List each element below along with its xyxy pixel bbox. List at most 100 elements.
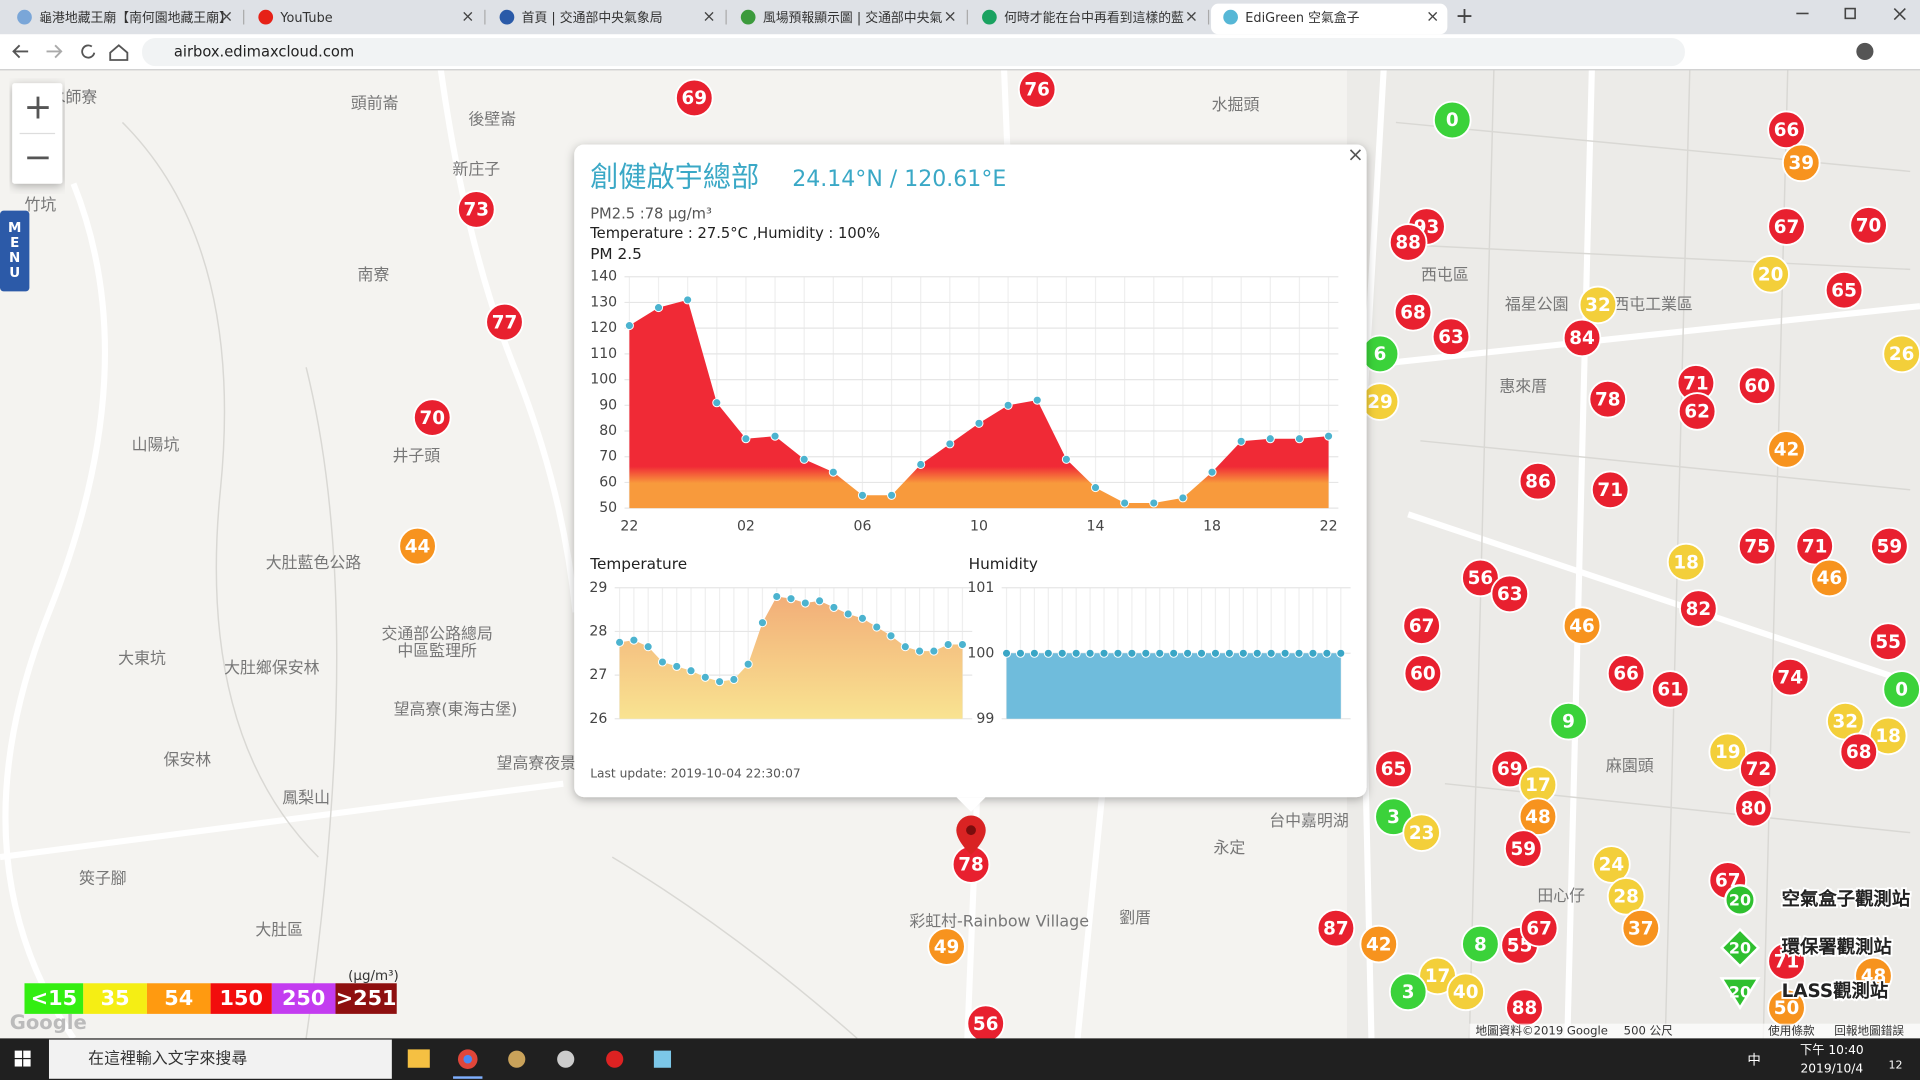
station-marker[interactable] <box>675 78 714 118</box>
station-value[interactable]: 18 <box>1673 552 1699 573</box>
station-marker[interactable] <box>1810 558 1849 598</box>
station-marker[interactable] <box>1767 110 1806 150</box>
station-marker[interactable] <box>1388 223 1428 262</box>
station-marker[interactable] <box>1503 829 1543 868</box>
station-value[interactable]: 70 <box>1856 216 1882 237</box>
station-marker[interactable] <box>1017 70 1057 109</box>
search-box[interactable] <box>48 1039 392 1079</box>
station-value[interactable]: 56 <box>973 1014 999 1035</box>
station-value[interactable]: 44 <box>405 536 431 557</box>
station-marker[interactable] <box>1781 143 1821 183</box>
station-marker[interactable] <box>1402 813 1441 852</box>
station-marker[interactable] <box>1868 716 1908 756</box>
station-marker[interactable] <box>1708 732 1748 772</box>
station-marker[interactable] <box>1316 908 1356 948</box>
station-value[interactable]: 0 <box>1895 680 1908 701</box>
station-value[interactable]: 20 <box>1758 265 1784 286</box>
station-value[interactable]: 23 <box>1409 823 1435 844</box>
station-marker[interactable] <box>1767 430 1806 469</box>
station-value[interactable]: 28 <box>1613 887 1639 908</box>
tab-close[interactable]: × <box>944 7 957 26</box>
tab-close[interactable]: × <box>1185 7 1198 26</box>
station-value[interactable]: 56 <box>1468 568 1494 589</box>
station-marker[interactable] <box>1461 558 1500 598</box>
station-marker[interactable] <box>1562 318 1602 358</box>
station-value[interactable]: 17 <box>1425 966 1451 987</box>
station-marker[interactable] <box>1431 317 1471 357</box>
station-marker[interactable] <box>1374 749 1413 789</box>
station-marker[interactable] <box>398 526 437 566</box>
station-marker[interactable] <box>1882 670 1920 709</box>
menu-tab[interactable] <box>0 210 30 292</box>
station-value[interactable]: 40 <box>1453 982 1479 1003</box>
station-marker[interactable] <box>1562 606 1602 646</box>
station-marker[interactable] <box>1606 654 1646 693</box>
tab-title[interactable]: 龜港地藏王廟【南何園地藏王廟】 <box>39 10 232 26</box>
station-marker[interactable] <box>1849 206 1888 245</box>
station-value[interactable]: 46 <box>1817 568 1843 589</box>
station-value[interactable]: 68 <box>1846 742 1872 763</box>
station-value[interactable]: 70 <box>419 408 445 429</box>
station-value[interactable]: 46 <box>1569 616 1595 637</box>
address-bar[interactable] <box>142 37 1685 67</box>
station-value[interactable]: 73 <box>464 200 490 221</box>
station-marker[interactable] <box>1592 845 1631 884</box>
station-value[interactable]: 32 <box>1585 295 1611 316</box>
station-value[interactable]: 82 <box>1686 599 1712 620</box>
station-value[interactable]: 8 <box>1474 934 1487 955</box>
station-value[interactable]: 87 <box>1323 918 1349 939</box>
station-marker[interactable] <box>1677 392 1717 431</box>
station-value[interactable]: 71 <box>1597 480 1623 501</box>
station-value[interactable]: 3 <box>1402 982 1415 1003</box>
zoom-out[interactable]: − <box>24 138 53 178</box>
station-value[interactable]: 48 <box>1861 966 1887 987</box>
station-marker[interactable] <box>1868 622 1908 661</box>
station-marker[interactable] <box>1578 285 1618 325</box>
station-value[interactable]: 77 <box>492 312 518 333</box>
zoom-in[interactable]: + <box>24 87 53 127</box>
ime[interactable]: 中 <box>1747 1052 1760 1068</box>
station-value[interactable]: 59 <box>1510 839 1536 860</box>
station-value[interactable]: 0 <box>1446 110 1459 131</box>
station-value[interactable]: 69 <box>682 88 708 109</box>
station-marker[interactable] <box>1839 732 1879 772</box>
station-marker[interactable] <box>1490 574 1530 614</box>
station-marker[interactable] <box>1388 972 1428 1012</box>
station-value[interactable]: 6 <box>1374 344 1387 365</box>
station-marker[interactable] <box>1393 292 1433 332</box>
station-value[interactable]: 78 <box>958 855 984 876</box>
station-value[interactable]: 71 <box>1683 373 1709 394</box>
station-value[interactable]: 71 <box>1802 536 1828 557</box>
station-marker[interactable] <box>457 190 496 229</box>
attribution-text[interactable]: 回報地圖錯誤 <box>1834 1024 1904 1038</box>
station-value[interactable]: 48 <box>1525 807 1551 828</box>
station-value[interactable]: 42 <box>1774 440 1800 461</box>
tab-close[interactable]: × <box>1426 7 1439 26</box>
station-marker[interactable] <box>1402 606 1441 646</box>
station-marker[interactable] <box>1549 701 1588 741</box>
station-value[interactable]: 42 <box>1366 934 1392 955</box>
station-value[interactable]: 75 <box>1744 536 1770 557</box>
station-value[interactable]: 65 <box>1381 759 1407 780</box>
station-marker[interactable] <box>1518 797 1558 837</box>
station-marker[interactable] <box>1854 956 1893 996</box>
station-value[interactable]: 84 <box>1569 328 1595 349</box>
station-marker[interactable] <box>1432 100 1472 140</box>
nav-buttons[interactable] <box>12 44 129 61</box>
attribution-text[interactable]: 使用條款 <box>1768 1024 1815 1038</box>
station-value[interactable]: 80 <box>1741 798 1767 819</box>
station-value[interactable]: 19 <box>1715 742 1741 763</box>
station-marker[interactable] <box>1588 379 1628 419</box>
station-marker[interactable] <box>1824 270 1864 310</box>
station-value[interactable]: 72 <box>1746 759 1772 780</box>
station-marker[interactable] <box>1767 941 1806 981</box>
station-value[interactable]: 66 <box>1774 120 1800 141</box>
new-tab[interactable]: + <box>1455 4 1473 29</box>
station-marker[interactable] <box>1666 542 1706 582</box>
station-value[interactable]: 50 <box>1774 998 1800 1019</box>
station-marker[interactable] <box>1359 924 1399 964</box>
station-value[interactable]: 67 <box>1409 616 1435 637</box>
station-value[interactable]: 62 <box>1684 402 1710 423</box>
station-value[interactable]: 60 <box>1744 376 1770 397</box>
station-value[interactable]: 67 <box>1774 217 1800 238</box>
